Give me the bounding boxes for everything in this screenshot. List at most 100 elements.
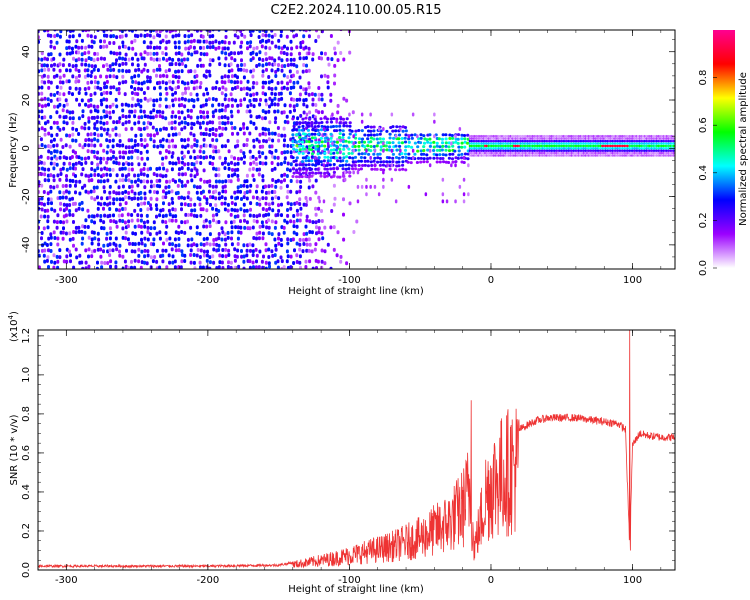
heatmap-cell: [187, 30, 191, 33]
heatmap-cell: [608, 149, 610, 152]
heatmap-cell: [602, 149, 605, 152]
heatmap-cell: [190, 33, 194, 38]
heatmap-cell: [145, 261, 149, 266]
heatmap-cell: [263, 116, 267, 121]
heatmap-cell: [523, 144, 526, 148]
heatmap-cell: [342, 174, 346, 178]
heatmap-cell: [582, 134, 585, 138]
heatmap-cell: [124, 230, 128, 235]
heatmap-cell: [49, 80, 53, 85]
heatmap-cell: [625, 149, 627, 152]
heatmap-cell: [115, 58, 118, 63]
heatmap-cell: [487, 134, 490, 138]
heatmap-cell: [456, 137, 460, 141]
heatmap-cell: [249, 161, 253, 166]
heatmap-cell: [596, 134, 599, 138]
heatmap-cell: [608, 144, 610, 148]
heatmap-cell: [126, 237, 130, 242]
heatmap-cell: [258, 102, 262, 107]
heatmap-cell: [597, 134, 600, 138]
heatmap-cell: [124, 102, 128, 107]
heatmap-cell: [531, 149, 534, 152]
heatmap-cell: [220, 132, 224, 137]
heatmap-cell: [313, 92, 317, 97]
heatmap-cell: [249, 207, 252, 212]
heatmap-cell: [317, 147, 321, 151]
heatmap-cell: [240, 63, 243, 67]
heatmap-cell: [597, 144, 600, 148]
heatmap-cell: [297, 151, 301, 155]
heatmap-cell: [49, 144, 53, 149]
heatmap-cell: [177, 195, 181, 200]
heatmap-cell: [193, 155, 197, 160]
heatmap-cell: [631, 139, 634, 143]
heatmap-cell: [317, 110, 321, 115]
heatmap-cell: [344, 144, 349, 148]
heatmap-cell: [648, 154, 651, 157]
heatmap-cell: [46, 155, 50, 160]
heatmap-cell: [165, 149, 168, 153]
heatmap-cell: [217, 243, 221, 248]
heatmap-cell: [176, 183, 180, 188]
heatmap-cell: [74, 225, 78, 230]
heatmap-cell: [189, 203, 193, 207]
heatmap-cell: [565, 154, 568, 157]
heatmap-cell: [190, 52, 194, 57]
heatmap-cell: [304, 87, 308, 92]
heatmap-cell: [118, 202, 122, 207]
heatmap-cell: [120, 213, 124, 218]
heatmap-cell: [182, 154, 186, 159]
heatmap-cell: [78, 87, 82, 91]
heatmap-cell: [130, 249, 134, 254]
heatmap-cell: [255, 236, 258, 241]
heatmap-cell: [158, 103, 162, 108]
heatmap-cell: [313, 247, 317, 252]
heatmap-cell: [121, 219, 125, 224]
heatmap-cell: [248, 226, 252, 231]
heatmap-cell: [470, 142, 473, 145]
heatmap-cell: [226, 138, 230, 143]
heatmap-cell: [460, 156, 464, 160]
heatmap-cell: [298, 92, 302, 97]
heatmap-cell: [235, 254, 239, 259]
heatmap-cell: [562, 134, 565, 138]
heatmap-cell: [462, 199, 466, 204]
heatmap-cell: [320, 51, 324, 56]
heatmap-cell: [482, 142, 485, 145]
heatmap-cell: [545, 139, 548, 143]
heatmap-cell: [58, 75, 62, 80]
heatmap-cell: [258, 202, 262, 207]
heatmap-cell: [162, 189, 165, 194]
heatmap-cell: [295, 232, 299, 237]
heatmap-cell: [189, 155, 193, 160]
heatmap-cell: [302, 110, 306, 115]
heatmap-cell: [407, 140, 411, 144]
heatmap-cell: [659, 142, 661, 145]
heatmap-cell: [342, 57, 346, 62]
heatmap-cell: [149, 45, 152, 50]
heatmap-cell: [212, 218, 215, 223]
heatmap-cell: [494, 139, 497, 143]
heatmap-cell: [174, 45, 178, 50]
heatmap-cell: [273, 131, 277, 136]
heatmap-cell: [114, 264, 118, 269]
heatmap-cell: [584, 139, 587, 143]
heatmap-cell: [133, 208, 137, 213]
heatmap-cell: [432, 149, 436, 152]
heatmap-cell: [507, 147, 510, 150]
heatmap-cell: [184, 46, 188, 51]
heatmap-cell: [168, 242, 172, 247]
heatmap-cell: [100, 196, 104, 201]
heatmap-cell: [171, 30, 174, 33]
heatmap-cell: [182, 57, 186, 62]
heatmap-cell: [242, 266, 246, 269]
heatmap-cell: [99, 126, 103, 131]
heatmap-cell: [669, 149, 672, 152]
heatmap-cell: [212, 247, 216, 252]
heatmap-cell: [523, 139, 526, 143]
heatmap-cell: [298, 189, 302, 194]
heatmap-cell: [209, 195, 212, 200]
heatmap-cell: [131, 46, 135, 51]
heatmap-cell: [67, 63, 71, 67]
heatmap-cell: [339, 259, 343, 264]
